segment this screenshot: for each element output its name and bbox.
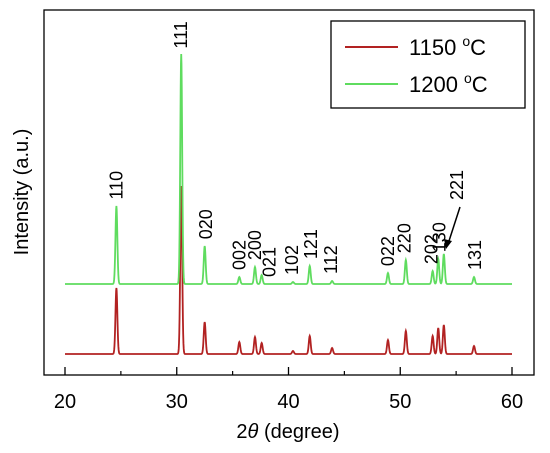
peak-label-130: 130 <box>429 222 449 252</box>
annotation-arrow <box>447 206 461 245</box>
x-axis-ticks: 20 30 40 50 60 <box>54 367 523 413</box>
x-tick-label: 40 <box>277 391 299 413</box>
peak-label-200: 200 <box>245 230 265 260</box>
legend: 1150 oC 1200 oC <box>330 20 526 109</box>
peak-label-002: 002 <box>229 240 249 270</box>
legend-label-1150: 1150 oC <box>409 33 486 60</box>
x-tick-label: 30 <box>166 391 188 413</box>
peak-label-202: 202 <box>422 234 442 264</box>
legend-box <box>330 20 526 109</box>
peak-label-022: 022 <box>378 236 398 266</box>
annotation-arrow-head <box>444 239 452 249</box>
x-tick-label: 20 <box>54 391 76 413</box>
y-axis-title: Intensity (a.u.) <box>11 129 33 256</box>
peak-label-220: 220 <box>395 223 415 253</box>
series-line-1200 <box>65 53 512 285</box>
peak-label-221: 221 <box>447 170 467 200</box>
series-line-1150 <box>65 185 512 355</box>
peak-label-021: 021 <box>260 247 280 277</box>
x-axis-title: 2θ (degree) <box>236 421 339 443</box>
x-tick-label: 50 <box>389 391 411 413</box>
plot-lines <box>65 53 512 355</box>
peak-label-131: 131 <box>465 240 485 270</box>
legend-label-1200: 1200 oC <box>409 70 488 97</box>
peak-label-112: 112 <box>321 245 341 274</box>
peak-label-102: 102 <box>282 245 302 275</box>
peak-label-111: 111 <box>171 21 191 48</box>
peak-label-110: 110 <box>106 171 126 200</box>
peak-label-121: 121 <box>301 229 321 259</box>
peak-label-020: 020 <box>196 209 216 239</box>
x-tick-label: 60 <box>501 391 523 413</box>
